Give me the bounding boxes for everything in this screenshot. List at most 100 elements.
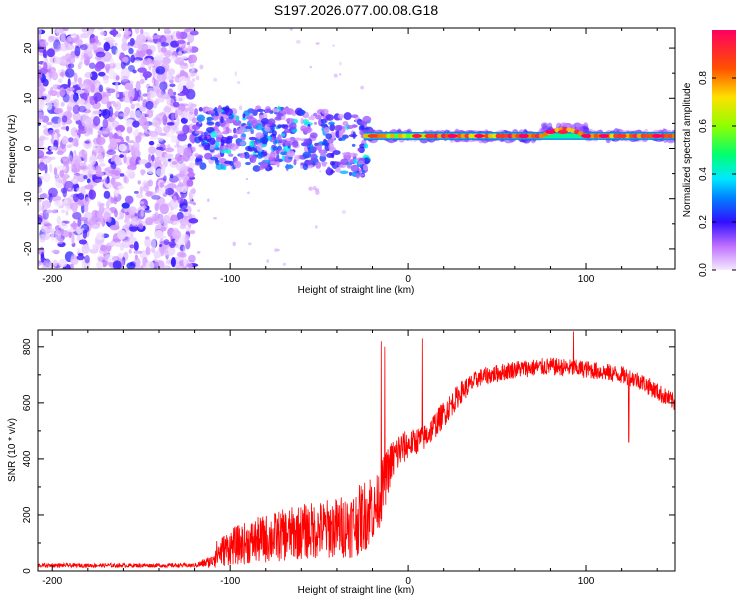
spectrogram-blob — [60, 229, 71, 238]
spectrogram-blob — [80, 165, 87, 170]
spectrogram-blob — [187, 171, 195, 178]
spectrogram-blob — [56, 150, 64, 155]
spectrogram-blob — [176, 145, 185, 155]
spectrogram-blob — [326, 166, 331, 174]
spectrogram-blob — [153, 250, 162, 259]
spectrogram-blob — [245, 125, 253, 130]
spectrogram-blob — [135, 135, 142, 143]
spectrogram-blob — [53, 48, 60, 53]
spectrogram-blob — [128, 47, 134, 55]
spectrogram-blob — [95, 170, 105, 177]
spectrogram-blob — [38, 198, 42, 203]
spectrogram-blob — [251, 119, 257, 128]
spectrogram-blob — [319, 170, 322, 173]
spectrogram-blob — [129, 244, 135, 249]
spectrogram-blob — [97, 41, 102, 46]
spectrogram-blob — [286, 150, 296, 158]
spectrogram-blob — [51, 71, 59, 81]
spectrogram-blob — [112, 260, 122, 269]
colorbar-tick-label: 0.8 — [698, 71, 709, 85]
spectrogram-blob — [227, 143, 236, 148]
spectrogram-blob — [156, 89, 164, 99]
spectrogram-blob — [271, 108, 280, 113]
spectrogram-blob — [103, 37, 110, 41]
spectrogram-blob — [83, 174, 88, 180]
spectrogram-blob — [172, 229, 182, 240]
spectrogram-blob — [273, 157, 279, 161]
spectrogram-blob — [137, 180, 141, 185]
spectrogram-blob — [613, 133, 619, 139]
spectrogram-blob — [53, 167, 58, 176]
spectrogram-blob — [200, 140, 206, 146]
spectrogram-blob — [342, 125, 346, 133]
spectrogram-blob — [534, 133, 541, 139]
spectrogram-blob — [89, 154, 97, 166]
spectrogram-blob — [176, 264, 187, 269]
spectrogram-blob — [259, 160, 268, 169]
spectrogram-blob — [117, 252, 124, 259]
spectrogram-blob — [49, 146, 58, 151]
spectrogram-blob — [65, 210, 69, 216]
spectrogram-blob — [207, 121, 214, 125]
spectrogram-blob — [38, 202, 42, 213]
spectrogram-blob — [323, 126, 330, 134]
spectrogram-blob — [136, 34, 147, 45]
spectrogram-blob — [77, 232, 81, 241]
spectrogram-blob — [106, 149, 116, 155]
spectrogram-blob — [191, 146, 196, 152]
spectrogram-blob — [315, 225, 318, 229]
spectrogram-blob — [424, 133, 435, 138]
spectrogram-blob — [258, 114, 264, 120]
spectrogram-blob — [140, 169, 146, 175]
spectrogram-blob — [86, 212, 92, 219]
spectrogram-blob — [236, 115, 240, 122]
spectrogram-blob — [77, 199, 83, 205]
spectrogram-blob — [628, 133, 635, 139]
spectrogram-blob — [94, 63, 102, 72]
spectrogram-blob — [53, 131, 58, 143]
spectrogram-blob — [104, 166, 115, 177]
spectrogram-blob — [581, 133, 592, 138]
spectrogram-blob — [57, 44, 62, 51]
spectrogram-blob — [207, 198, 210, 202]
spectrogram-blob — [247, 191, 250, 195]
spectrogram-blob — [212, 217, 218, 220]
spectrogram-blob — [71, 204, 78, 213]
spectrogram-blob — [108, 197, 112, 206]
spectrogram-blob — [130, 103, 136, 110]
spectrogram-blob — [652, 133, 663, 138]
spectrogram-blob — [151, 35, 161, 40]
spectrogram-blob — [540, 122, 549, 129]
spectrogram-blob — [179, 56, 188, 60]
spectrogram-blob — [199, 64, 204, 70]
spectrogram-blob — [175, 160, 186, 172]
spectrogram-blob — [141, 120, 150, 130]
spectrogram-blob — [272, 146, 279, 151]
spectrogram-blob — [81, 244, 90, 254]
spectrogram-blob — [72, 220, 77, 230]
spectrogram-blob — [179, 202, 188, 210]
snr-plot: -200 -100 0 100 0 200 400 600 800 Height of stra… — [7, 329, 676, 596]
spectrogram-blob — [616, 133, 627, 138]
spectrogram-blob — [67, 102, 76, 108]
spectrogram-blob — [46, 222, 53, 230]
spectrogram-blob — [185, 226, 191, 232]
spectrogram-blob — [306, 159, 314, 166]
spectrogram-blob — [320, 150, 325, 157]
spectrogram-blob — [52, 259, 58, 267]
spectrogram-blob — [389, 133, 396, 139]
spectrogram-blob — [100, 31, 107, 36]
spectrogram-blob — [58, 222, 69, 230]
spectrogram-blob — [62, 28, 69, 32]
spectrogram-blob — [302, 163, 309, 171]
spectrogram-blob — [117, 229, 126, 241]
spectrogram-blob — [38, 261, 43, 267]
spectrogram-blob — [162, 114, 168, 126]
spectrogram-blob — [133, 150, 142, 157]
spectrogram-blob — [188, 162, 195, 169]
spectrogram-blob — [95, 231, 105, 241]
spectrogram-blob — [53, 28, 61, 34]
spectrogram-blob — [169, 83, 176, 88]
spectrogram-blob — [72, 174, 78, 184]
